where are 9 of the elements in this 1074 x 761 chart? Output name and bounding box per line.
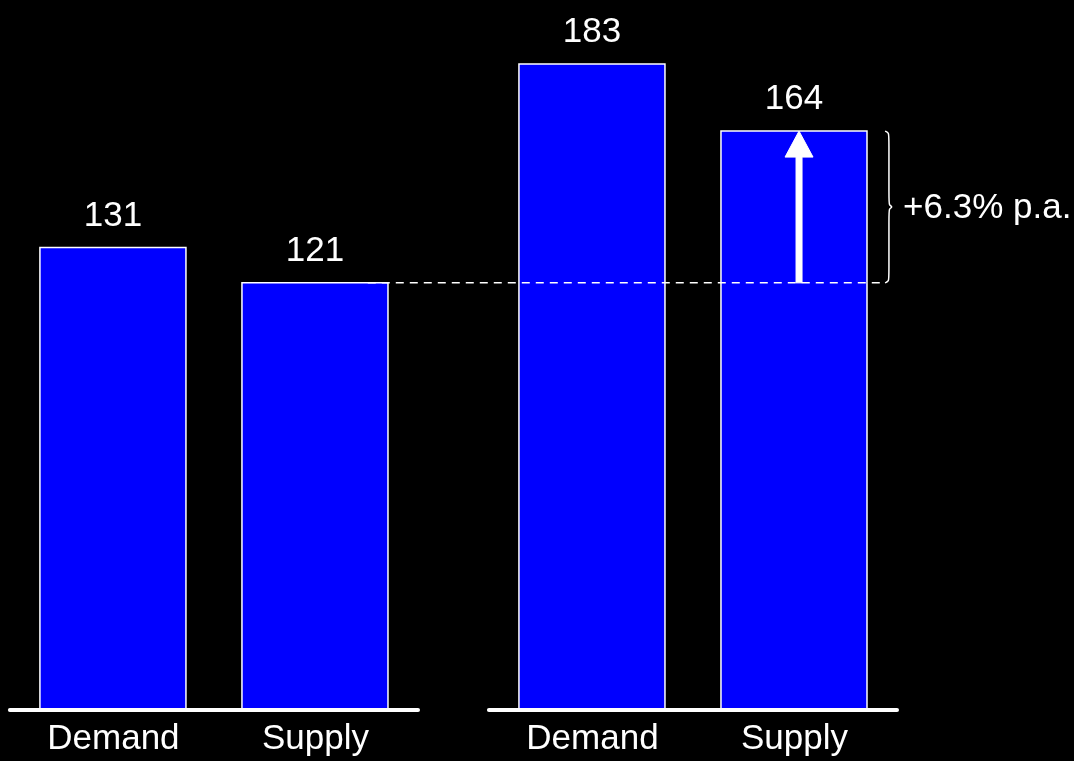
x-tick-label: Demand: [526, 716, 659, 756]
x-tick-label: Supply: [740, 716, 849, 756]
x-tick-label: Supply: [261, 716, 370, 756]
data-label: 121: [285, 228, 345, 268]
x-tick-label: Demand: [47, 716, 180, 756]
data-label: 164: [764, 77, 824, 117]
annotation: +6.3% p.a.: [903, 185, 1072, 225]
data-label: 131: [83, 193, 143, 233]
data-label: 183: [562, 10, 622, 50]
